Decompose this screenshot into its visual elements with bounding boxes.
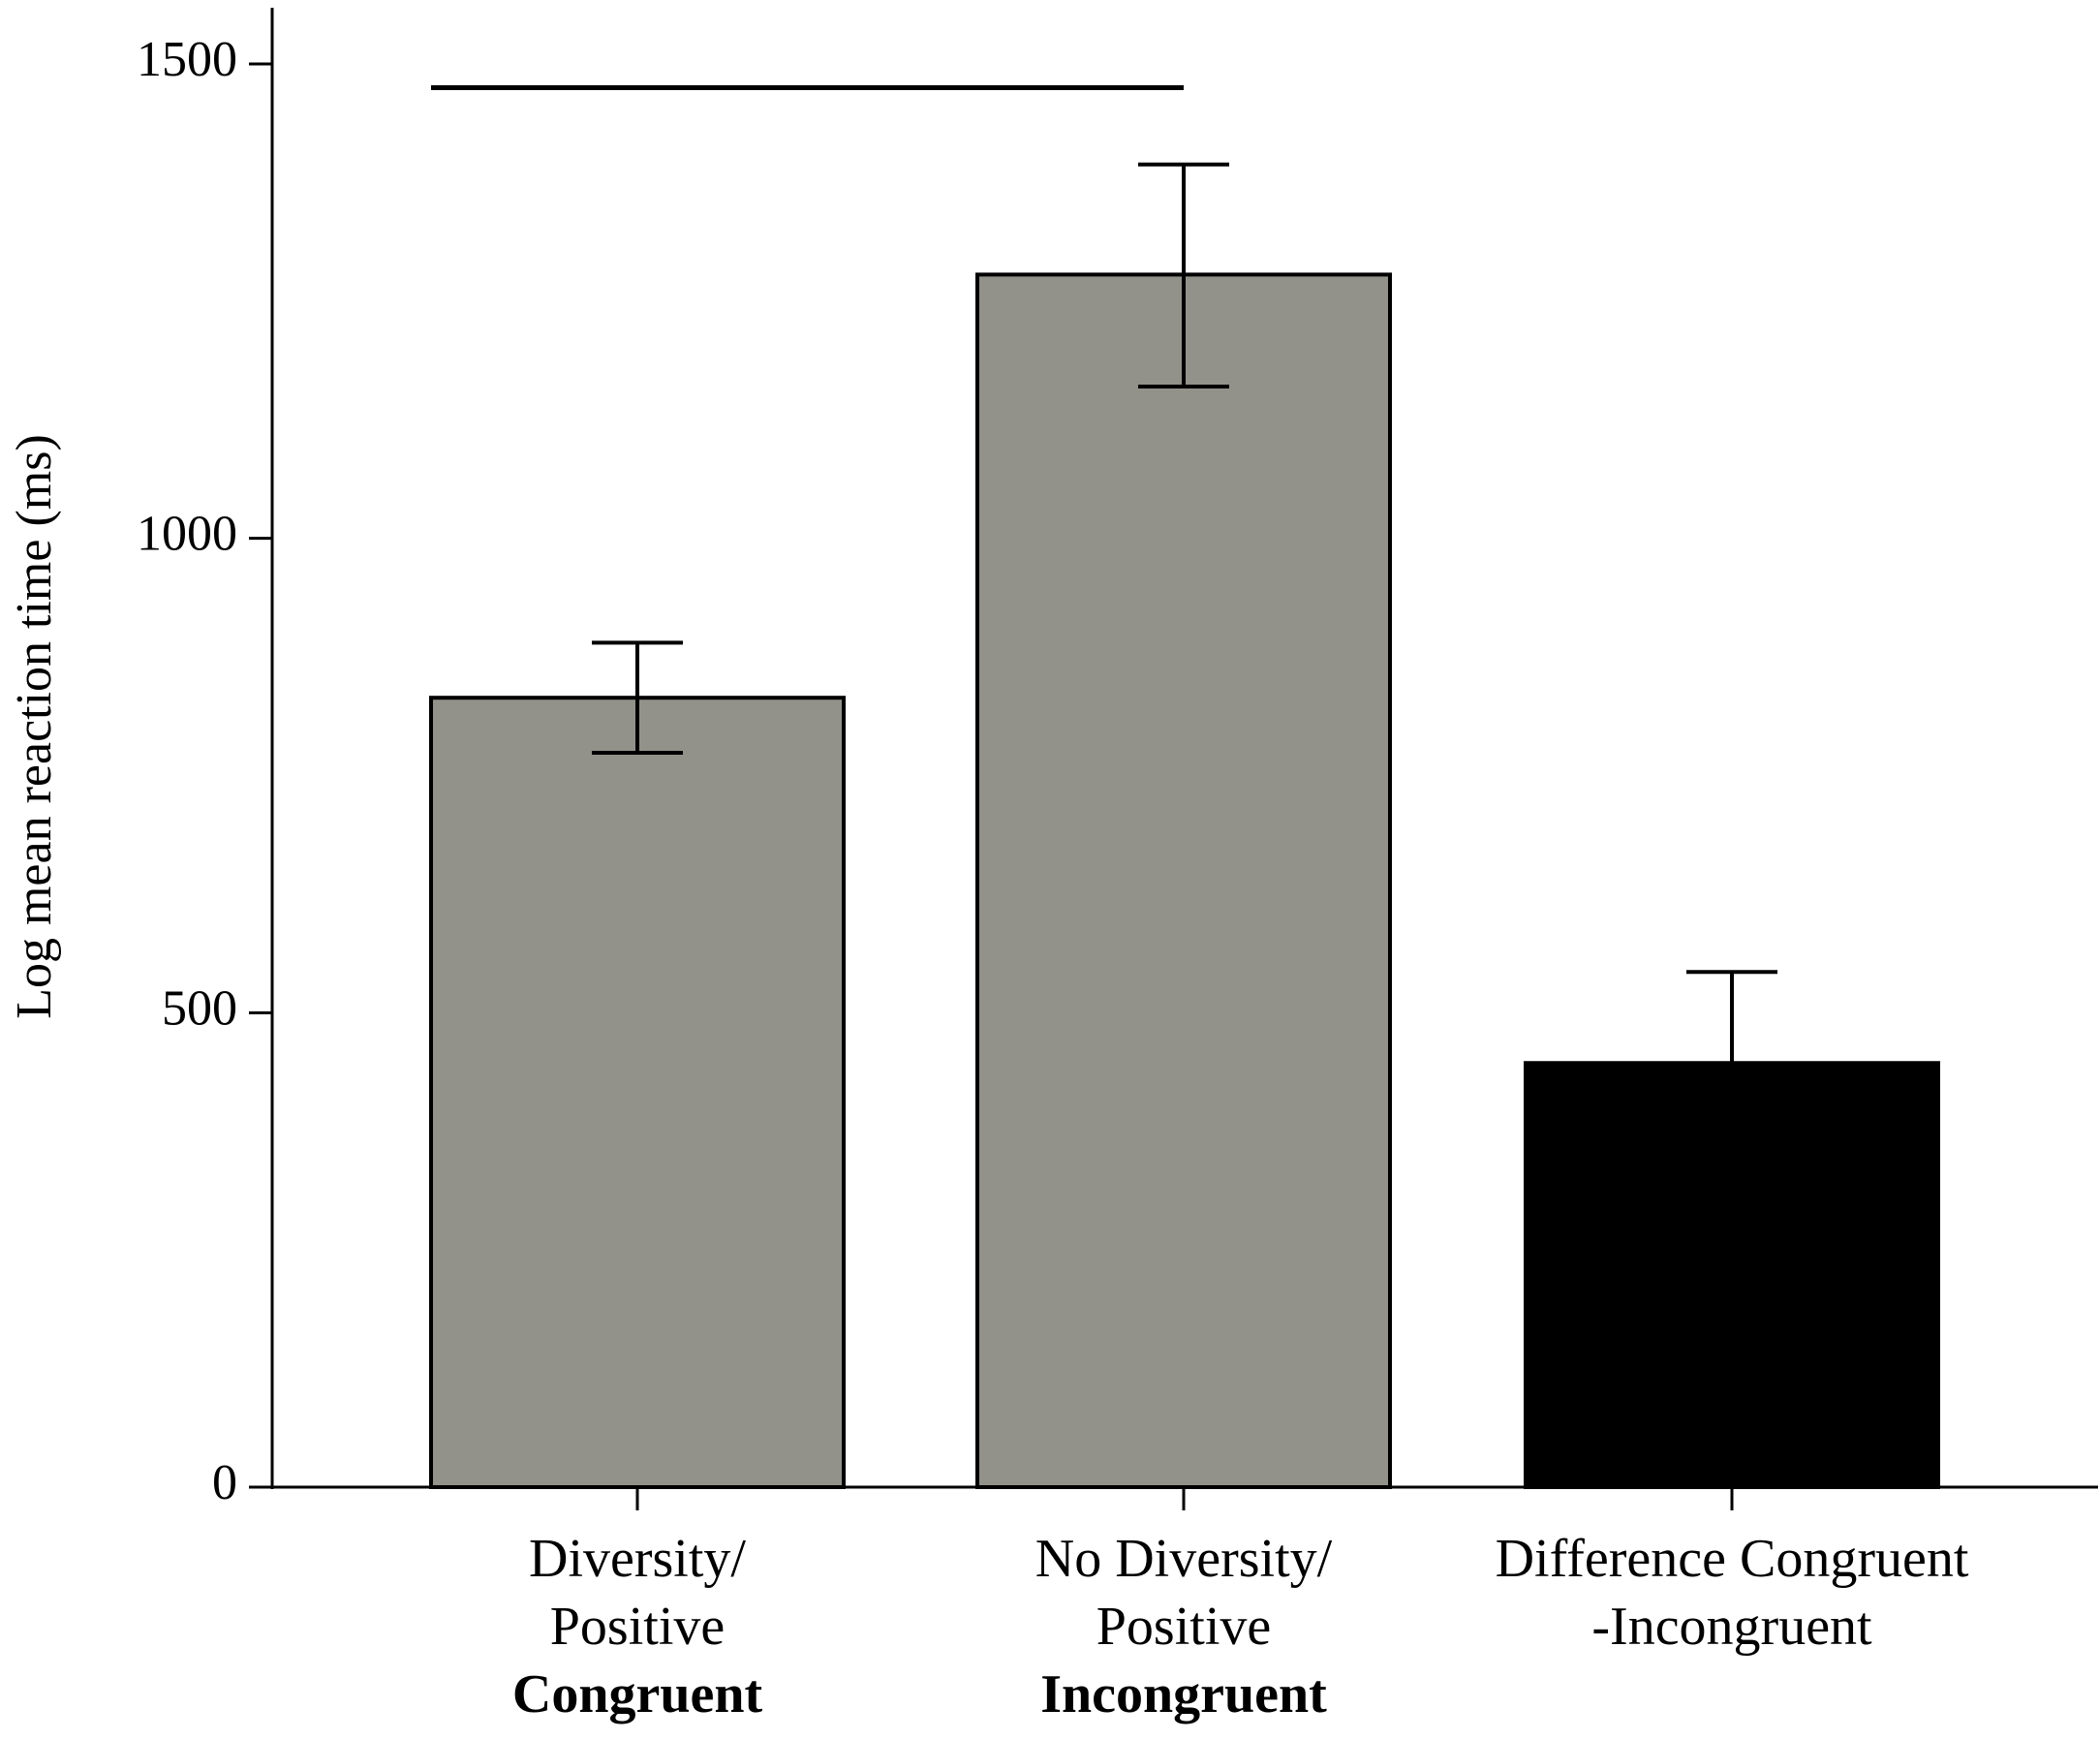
- x-category-label-bold: Congruent: [512, 1664, 763, 1724]
- bar: [429, 696, 846, 1489]
- y-axis: 0 500 1000 1500: [137, 8, 274, 1510]
- bar: [1524, 1061, 1940, 1490]
- y-axis-title: Log mean reaction time (ms): [7, 434, 62, 1019]
- x-category-label-bold: Incongruent: [1040, 1664, 1327, 1724]
- x-category-label: -Incongruent: [1591, 1597, 1872, 1657]
- y-tick-label: 0: [212, 1455, 237, 1510]
- x-category-label: Positive: [550, 1597, 725, 1657]
- bar: [975, 272, 1392, 1489]
- x-axis: Diversity/Positive Congruent No Diversity/…: [249, 1485, 2098, 1724]
- x-category-label: No Diversity/: [1035, 1529, 1333, 1589]
- x-category-label: Difference Congruent: [1496, 1529, 1969, 1589]
- y-tick-label: 1500: [137, 32, 237, 87]
- bars: [429, 272, 1940, 1490]
- x-category-label: Positive: [1096, 1597, 1271, 1657]
- x-category-label: Diversity/: [529, 1529, 746, 1589]
- y-tick-label: 1000: [137, 507, 237, 562]
- error-bars: [592, 162, 1777, 1064]
- y-tick-label: 500: [162, 980, 237, 1036]
